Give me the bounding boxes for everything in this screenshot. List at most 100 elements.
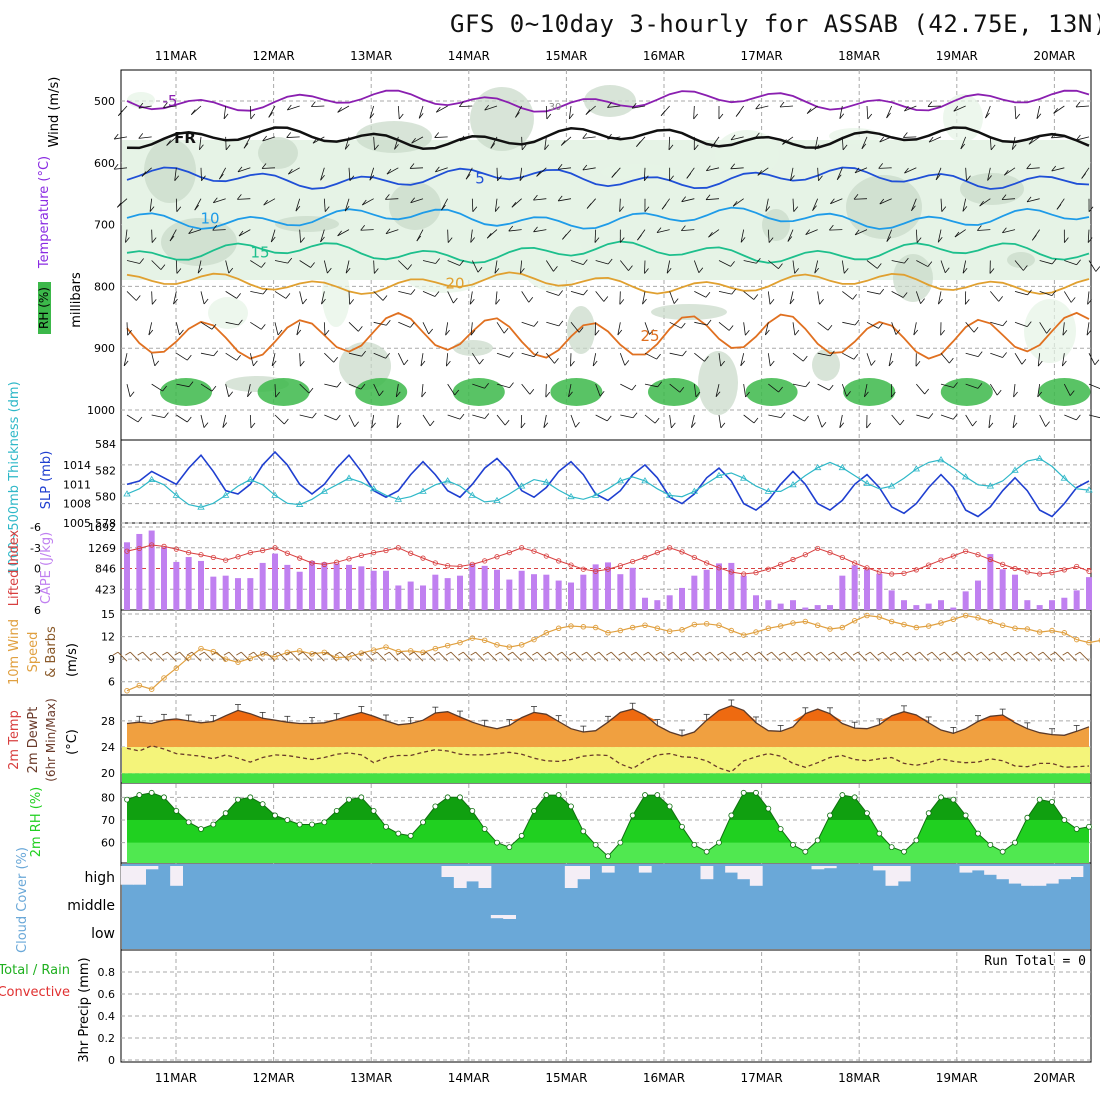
wind-barb-flag — [846, 391, 851, 397]
ylabel-cape: CAPE (J/kg) — [39, 532, 54, 604]
wind-barb — [323, 198, 326, 212]
wind-barb-10m — [870, 651, 880, 662]
wind-barb-flag — [533, 194, 538, 201]
wind-barb — [718, 353, 722, 367]
wind-barb-flag — [878, 323, 883, 329]
cape-bar — [148, 530, 155, 610]
wind-barb-flag — [870, 360, 876, 366]
wind-speed-point — [161, 675, 167, 681]
wind-barb-10m-flag — [532, 651, 538, 656]
wind-barb — [990, 352, 1003, 358]
wind-barb — [126, 322, 128, 336]
rh-point — [580, 828, 587, 835]
wind-barb-10m — [290, 651, 300, 662]
wind-barb-flag — [1095, 266, 1100, 272]
wind-barb-10m — [907, 651, 917, 662]
wind-barb-flag — [509, 382, 514, 388]
wind-barb-flag — [333, 356, 338, 363]
wind-barb — [148, 322, 153, 336]
wind-barb-flag — [1003, 169, 1009, 176]
high-cloud-gap — [564, 866, 578, 888]
wind-barb-10m — [117, 651, 128, 662]
wind-barb — [842, 321, 856, 326]
wind-barb — [151, 291, 153, 305]
wind-barb-flag — [137, 416, 143, 423]
rh-point — [148, 789, 155, 796]
lifted-index-point — [926, 562, 932, 568]
wind-barb — [1014, 105, 1017, 119]
wind-barb — [690, 414, 695, 428]
lifted-index-point — [235, 554, 241, 560]
wind-barb — [669, 352, 683, 357]
wind-barb-flag — [420, 360, 426, 367]
cloud-level-label: low — [91, 926, 115, 942]
high-cloud-gap — [133, 866, 146, 885]
rh-point — [481, 826, 488, 832]
lifted-index-point — [605, 566, 611, 572]
cape-tick-label: 423 — [95, 583, 116, 596]
wind-barb-flag — [940, 330, 945, 336]
wind-barb — [1063, 383, 1071, 396]
wind-barb — [496, 322, 505, 334]
wind-barb-flag — [247, 391, 252, 398]
wind-barb — [988, 414, 991, 428]
lifted-index-point — [1024, 569, 1030, 575]
wind-barb — [789, 291, 794, 305]
wind-barb — [888, 353, 893, 367]
wind-barb-flag — [668, 144, 674, 151]
wind-barb-flag — [779, 101, 785, 108]
wind-barb-flag — [533, 321, 539, 327]
lifted-index-point — [950, 553, 956, 559]
wind-barb-flag — [745, 329, 750, 336]
wind-barb-flag — [1036, 113, 1042, 119]
wind-barb — [445, 353, 449, 367]
wind-barb-flag — [585, 109, 591, 115]
wind-speed-point — [259, 651, 266, 657]
wind-barb — [471, 352, 480, 365]
wind-barb-flag — [409, 322, 415, 328]
wind-barb-10m — [500, 651, 510, 662]
wind-barb — [768, 260, 779, 269]
wind-barb-flag — [679, 386, 685, 393]
wind-barb-10m-flag — [236, 651, 242, 656]
wind-barb-10m-flag — [174, 651, 180, 656]
wind-barb-flag — [1026, 321, 1032, 327]
high-cloud-gap — [1033, 866, 1047, 886]
wind-barb-flag — [1028, 139, 1034, 145]
wind-barb — [545, 384, 547, 398]
wind-barb — [422, 414, 431, 427]
wind-barb — [223, 105, 227, 119]
wind-barb-flag — [553, 266, 558, 272]
wind-barb-flag — [720, 422, 726, 429]
wind-barb-flag — [904, 105, 909, 112]
wind-barb-flag — [174, 175, 180, 181]
wind-barb — [299, 229, 301, 243]
wind-tick-label: 6 — [108, 676, 115, 689]
wind-barb-flag — [661, 204, 667, 210]
wind-barb-flag — [459, 413, 465, 420]
cape-bar — [728, 562, 735, 610]
wind-barb-flag — [337, 107, 342, 113]
wind-barb — [782, 136, 794, 145]
wind-barb-10m-flag — [371, 651, 378, 656]
cape-bar — [802, 607, 809, 610]
rh-point — [938, 794, 944, 801]
rh-point — [210, 821, 217, 828]
thickness-point — [567, 492, 575, 500]
rh-shade-blob — [651, 304, 727, 320]
wind-barb — [200, 321, 213, 330]
precip-tick-label: 0 — [108, 1054, 115, 1067]
wind-barb-flag — [977, 383, 983, 389]
wind-barb-10m — [672, 651, 683, 662]
wind-barb-flag — [286, 132, 291, 138]
wind-barb — [434, 136, 448, 138]
wind-barb — [373, 352, 386, 359]
wind-barb-flag — [536, 171, 541, 177]
wind-barb-10m — [241, 651, 251, 662]
wind-barb — [817, 414, 823, 428]
wind-barb — [935, 167, 942, 180]
wind-barb — [891, 414, 901, 426]
wind-barb-10m-flag — [741, 651, 748, 656]
rh-high-blob — [745, 378, 798, 406]
wind-barb-10m-flag — [754, 651, 760, 656]
